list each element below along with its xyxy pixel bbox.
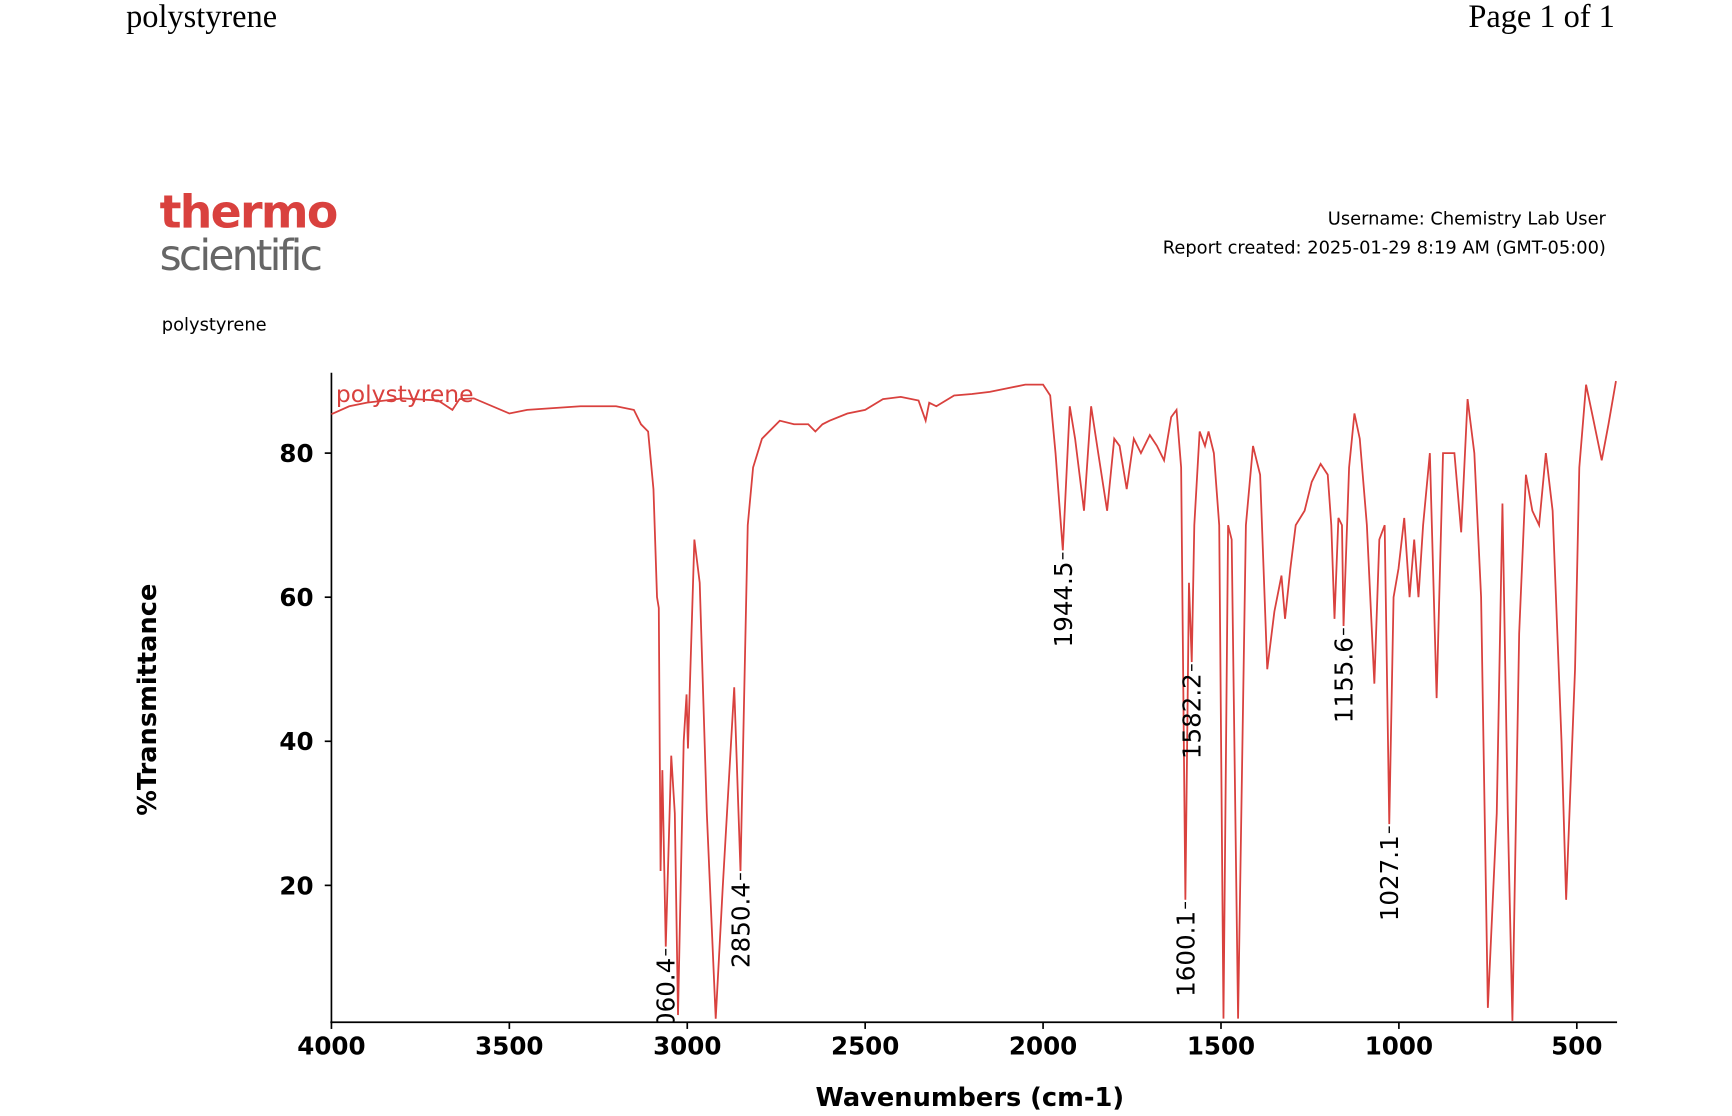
x-tick-label: 1500	[1187, 1032, 1255, 1061]
logo-scientific: scientific	[160, 231, 321, 280]
x-tick-label: 500	[1551, 1032, 1602, 1061]
peak-label: 3060.4	[652, 958, 681, 1044]
peak-label: 1944.5	[1049, 562, 1078, 648]
y-tick-label: 80	[279, 439, 313, 468]
x-tick-label: 3500	[475, 1032, 543, 1061]
series-label: polystyrene	[336, 380, 474, 408]
y-tick-label: 20	[279, 871, 313, 900]
peak-label: 2850.4	[726, 882, 755, 968]
logo-thermo: thermo	[160, 186, 337, 239]
page-number: Page 1 of 1	[1468, 0, 1615, 34]
username: Username: Chemistry Lab User	[1328, 208, 1607, 229]
peak-label: 1027.1	[1375, 835, 1404, 921]
peak-label: 1155.6	[1329, 637, 1358, 723]
x-axis-label: Wavenumbers (cm-1)	[815, 1083, 1124, 1113]
y-tick-label: 40	[279, 727, 313, 756]
report-created: Report created: 2025-01-29 8:19 AM (GMT-…	[1163, 237, 1606, 258]
x-tick-label: 4000	[297, 1032, 365, 1061]
page-title: polystyrene	[126, 0, 277, 34]
x-tick-label: 2000	[1009, 1032, 1077, 1061]
y-axis-label: %Transmittance	[133, 584, 163, 816]
peak-label: 1582.2	[1178, 673, 1207, 759]
peak-label: 1600.1	[1171, 911, 1200, 997]
peak-labels: 3060.4 2850.4 1944.5 1600.1 1582.2 1155.6 1027…	[652, 552, 1404, 1044]
spectrum-line	[331, 380, 1617, 1021]
x-tick-label: 3000	[653, 1032, 721, 1061]
y-tick-label: 60	[279, 583, 313, 612]
sample-name: polystyrene	[162, 314, 267, 335]
x-tick-label: 2500	[831, 1032, 899, 1061]
x-tick-label: 1000	[1365, 1032, 1433, 1061]
